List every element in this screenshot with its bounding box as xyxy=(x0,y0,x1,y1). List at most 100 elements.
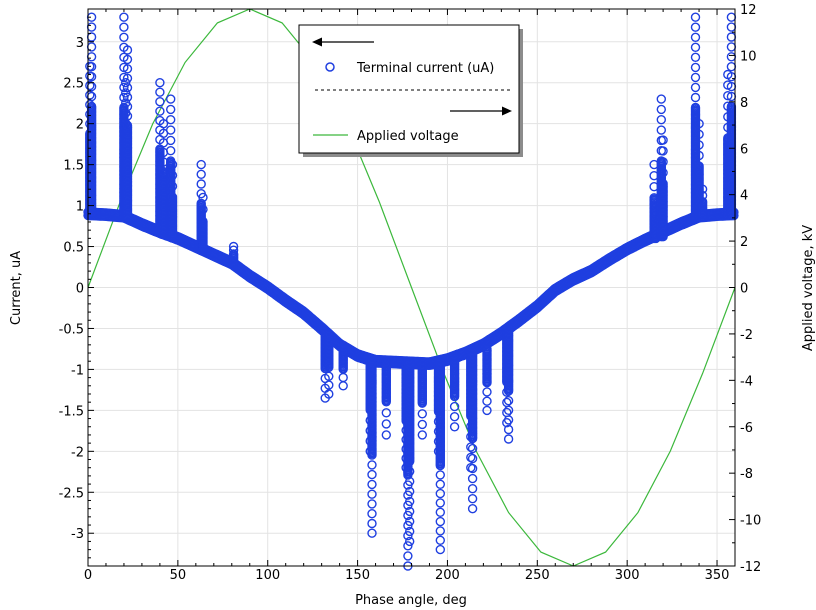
current-point xyxy=(367,489,377,499)
current-point xyxy=(405,506,415,517)
y-left-tick-label: 3 xyxy=(76,36,84,51)
current-point xyxy=(198,192,208,203)
voltage-series-layer xyxy=(87,8,736,567)
current-point xyxy=(467,504,478,514)
y-left-tick-label: 0 xyxy=(76,282,84,297)
current-point xyxy=(122,111,133,121)
current-point xyxy=(467,463,478,474)
current-point xyxy=(658,167,668,178)
current-point xyxy=(122,54,133,65)
y-right-tick-label: -12 xyxy=(740,560,761,575)
current-point xyxy=(196,198,206,209)
current-point xyxy=(381,430,391,440)
current-point xyxy=(122,45,133,55)
y-axis-right-label: Applied voltage, kV xyxy=(801,225,816,351)
current-point xyxy=(656,94,666,104)
current-point xyxy=(405,466,415,477)
legend: Terminal current (uA) Applied voltage xyxy=(298,24,523,157)
current-point xyxy=(435,498,445,508)
current-point xyxy=(167,192,178,202)
current-point xyxy=(119,92,129,103)
current-point xyxy=(119,82,129,93)
current-point xyxy=(690,42,701,52)
y-right-tick-label: 6 xyxy=(740,142,748,157)
current-point xyxy=(656,114,666,125)
y-left-tick-label: 1 xyxy=(76,200,84,215)
current-point xyxy=(435,526,445,536)
current-point xyxy=(324,389,334,399)
current-point xyxy=(658,135,668,145)
current-point xyxy=(694,140,704,150)
x-tick-label: 200 xyxy=(435,568,460,583)
current-point xyxy=(324,380,334,390)
current-point xyxy=(165,145,176,156)
current-point xyxy=(165,125,176,135)
current-point xyxy=(690,22,701,32)
current-point xyxy=(482,387,492,397)
current-point xyxy=(658,178,668,189)
current-point xyxy=(656,104,666,115)
y-left-tick-label: 2 xyxy=(76,118,84,133)
x-axis-label: Phase angle, deg xyxy=(355,593,467,608)
current-point xyxy=(367,528,377,538)
legend-arrowhead-right xyxy=(502,106,512,116)
y-axis-left: 3 2.5 2 1.5 1 0.5 0 -0.5 -1 -1.5 -2 -2.5 -3 xyxy=(59,16,94,559)
x-axis: 0 50 100 150 200 250 300 350 xyxy=(84,9,730,583)
current-point xyxy=(435,544,445,555)
current-point xyxy=(466,442,476,452)
y-right-tick-label: 2 xyxy=(740,235,748,250)
current-point xyxy=(690,92,701,103)
current-point xyxy=(690,102,701,113)
current-point xyxy=(405,516,415,527)
current-point xyxy=(122,120,133,131)
y-right-tick-label: 0 xyxy=(740,282,748,297)
current-point xyxy=(165,94,176,104)
current-point xyxy=(119,12,129,22)
current-point xyxy=(403,551,413,561)
current-point xyxy=(503,396,514,406)
current-point xyxy=(324,362,334,373)
current-point xyxy=(367,469,377,480)
current-point xyxy=(367,509,377,519)
current-point xyxy=(122,92,133,102)
current-point xyxy=(122,64,133,74)
y-left-tick-label: -2 xyxy=(71,445,84,460)
current-point xyxy=(381,419,391,429)
current-point xyxy=(122,73,133,84)
current-point xyxy=(658,157,668,167)
current-point xyxy=(503,424,514,435)
current-point xyxy=(417,409,427,419)
y-left-tick-label: -1 xyxy=(71,363,84,378)
current-point xyxy=(367,499,377,509)
x-tick-label: 250 xyxy=(525,568,550,583)
current-point xyxy=(367,460,377,470)
current-point xyxy=(324,371,334,381)
current-point xyxy=(367,518,377,529)
current-point xyxy=(435,516,445,527)
current-point xyxy=(690,72,701,83)
current-point xyxy=(467,443,478,454)
current-point xyxy=(723,90,733,101)
current-point xyxy=(435,488,445,499)
current-point xyxy=(198,204,208,215)
current-point xyxy=(417,398,427,408)
voltage-series-line xyxy=(87,8,736,567)
current-point xyxy=(381,397,391,407)
x-tick-label: 150 xyxy=(345,568,370,583)
current-point xyxy=(482,378,492,388)
current-point xyxy=(119,32,129,42)
current-point xyxy=(449,391,460,402)
legend-box xyxy=(298,24,520,154)
current-point xyxy=(690,12,701,22)
y-right-tick-label: 4 xyxy=(740,189,748,204)
current-point xyxy=(405,536,415,547)
current-point xyxy=(449,401,460,412)
y-left-tick-label: -1.5 xyxy=(59,404,84,419)
current-point xyxy=(338,381,348,391)
current-point xyxy=(697,184,708,194)
current-point xyxy=(467,453,478,464)
current-point xyxy=(119,102,129,113)
current-point xyxy=(482,405,492,416)
x-tick-label: 350 xyxy=(705,568,730,583)
